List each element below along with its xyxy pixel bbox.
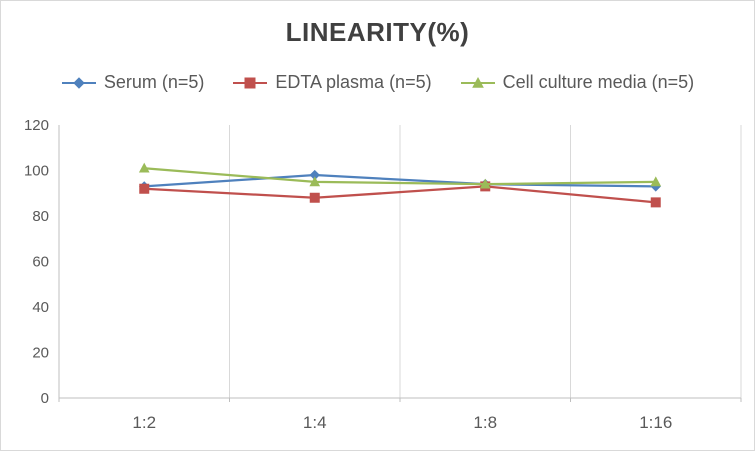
x-tick-label: 1:4 (303, 413, 327, 432)
cell-culture-media-legend-marker-icon (460, 76, 495, 88)
legend-label-serum: Serum (n=5) (103, 72, 205, 92)
x-tick-label: 1:8 (473, 413, 497, 432)
triangle-data-marker (138, 162, 150, 173)
diamond-icon (73, 76, 85, 89)
series-line-2 (144, 167, 656, 186)
legend-label-edta-plasma: EDTA plasma (n=5) (275, 72, 432, 92)
legend-item-cell-culture-media: Cell culture media (n=5) (460, 72, 695, 93)
y-tick-label: 120 (24, 117, 49, 134)
y-tick-label: 60 (32, 254, 49, 271)
edta-plasma-legend-marker-icon (233, 77, 268, 88)
y-tick-label: 100 (24, 163, 49, 180)
series-line-0 (144, 173, 656, 188)
triangle-data-marker (650, 176, 662, 187)
square-data-marker (309, 192, 320, 203)
series-line-1 (144, 185, 656, 204)
legend-item-serum: Serum (n=5) (61, 72, 205, 93)
square-icon (244, 77, 256, 88)
x-tick-label: 1:16 (639, 413, 672, 432)
chart-legend: Serum (n=5) EDTA plasma (n=5) Cell cultu… (1, 72, 754, 93)
y-tick-label: 80 (32, 208, 49, 225)
chart-title: LINEARITY(%) (285, 17, 470, 47)
serum-legend-marker-icon (61, 76, 96, 89)
triangle-data-marker (479, 178, 491, 189)
y-tick-label: 0 (41, 390, 49, 407)
y-tick-label: 20 (32, 345, 49, 362)
square-data-marker (650, 197, 661, 208)
square-data-marker (139, 183, 150, 194)
plot-area: 0 20 40 60 80 100 120 1:2 1:4 1:8 1:16 (24, 117, 742, 432)
y-tick-label: 40 (32, 299, 49, 316)
legend-label-cell-culture-media: Cell culture media (n=5) (502, 72, 695, 92)
triangle-data-marker (309, 176, 321, 187)
legend-item-edta-plasma: EDTA plasma (n=5) (232, 72, 432, 93)
x-tick-label: 1:2 (132, 413, 156, 432)
triangle-icon (471, 76, 484, 88)
